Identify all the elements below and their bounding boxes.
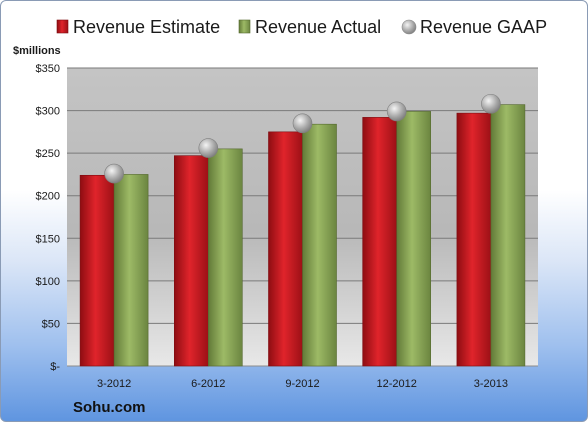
legend-label-revenue-gaap: Revenue GAAP: [420, 17, 547, 37]
legend-item-revenue-actual: Revenue Actual: [238, 17, 381, 37]
y-tick-label: $50: [42, 318, 60, 330]
legend-swatch-revenue-actual: [238, 19, 251, 34]
revenue-actual-bar: [208, 148, 243, 367]
x-tick-label: 3-2012: [97, 378, 131, 390]
revenue-actual-bar: [396, 111, 432, 367]
y-tick-label: $-: [50, 361, 60, 373]
y-tick-label: $150: [36, 233, 60, 245]
source-label: Sohu.com: [73, 399, 146, 416]
revenue-gaap-marker: [481, 93, 501, 114]
legend-label-revenue-estimate: Revenue Estimate: [73, 17, 220, 37]
legend-item-revenue-estimate: Revenue Estimate: [56, 17, 220, 37]
legend-label-revenue-actual: Revenue Actual: [255, 17, 381, 37]
legend-item-revenue-gaap: Revenue GAAP: [401, 17, 547, 37]
legend: Revenue Estimate Revenue Actual Revenue …: [56, 17, 547, 37]
revenue-actual-bar: [113, 174, 149, 367]
revenue-estimate-bar: [362, 117, 398, 367]
revenue-actual-bar: [490, 104, 526, 367]
revenue-estimate-bar: [174, 155, 209, 367]
x-tick-label: 12-2012: [377, 378, 417, 390]
revenue-gaap-marker: [386, 101, 407, 122]
revenue-estimate-bar: [79, 174, 115, 367]
x-axis: 3-2012 6-2012 9-2012 12-2012 3-2013: [97, 378, 508, 390]
gaap-markers: [104, 93, 501, 184]
x-tick-label: 3-2013: [474, 378, 508, 390]
y-axis-unit-label: $millions: [13, 45, 61, 57]
revenue-gaap-marker: [104, 163, 124, 184]
legend-swatch-revenue-estimate: [56, 19, 69, 34]
revenue-actual-bar: [302, 123, 337, 367]
x-tick-label: 6-2012: [191, 378, 225, 390]
x-tick-label: 9-2012: [285, 378, 319, 390]
revenue-gaap-marker: [198, 138, 219, 158]
revenue-estimate-bar: [456, 112, 492, 367]
revenue-gaap-marker: [292, 113, 313, 134]
y-tick-label: $300: [36, 106, 60, 118]
legend-swatch-revenue-gaap: [401, 19, 417, 35]
revenue-estimate-bar: [268, 131, 303, 367]
y-tick-label: $100: [36, 276, 60, 288]
y-axis: $- $50 $100 $150 $200 $250 $300 $350: [36, 63, 61, 373]
y-tick-label: $250: [36, 148, 60, 160]
y-tick-label: $350: [36, 63, 60, 75]
bars: [79, 104, 526, 367]
y-tick-label: $200: [36, 191, 60, 203]
